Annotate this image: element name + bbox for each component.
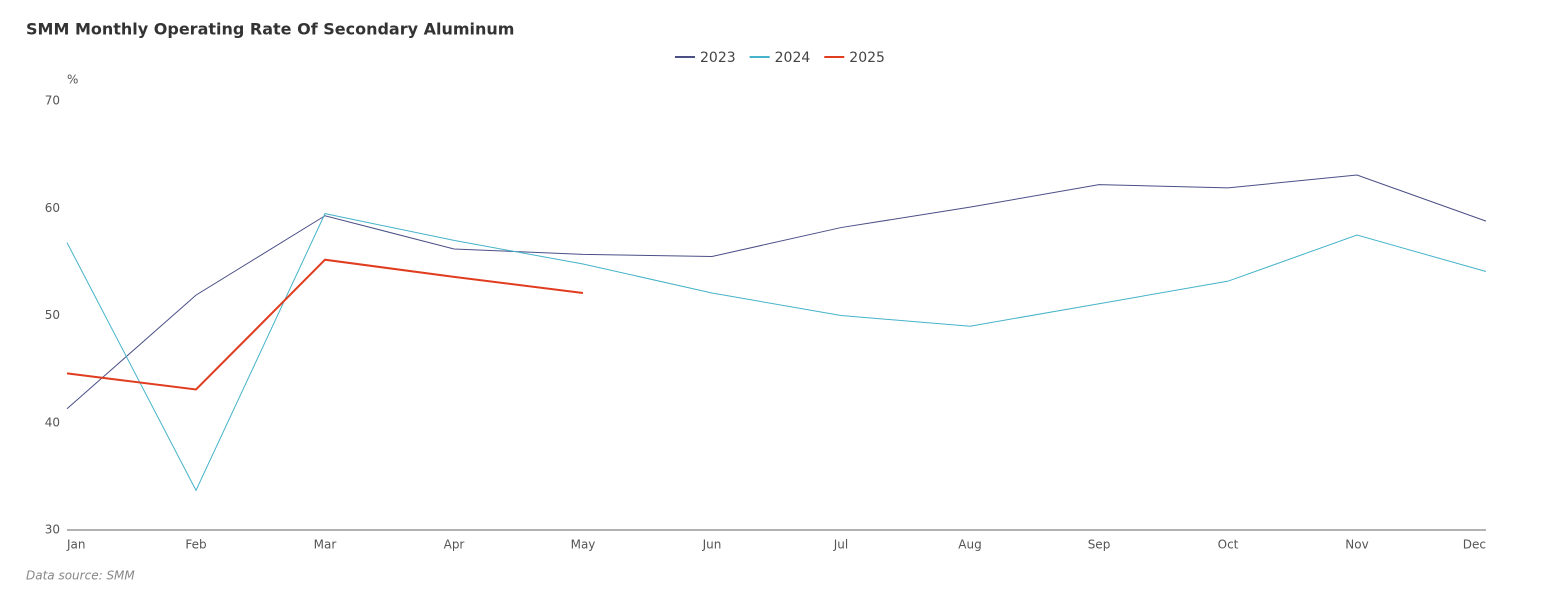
line-series: [66, 258, 584, 391]
x-tick-label: Jun: [702, 538, 722, 552]
x-tick-label: Jan: [66, 538, 86, 552]
y-tick-label: 30: [45, 523, 60, 537]
y-unit: %: [67, 73, 78, 87]
y-tick-label: 50: [45, 308, 60, 322]
data-source: Data source: SMM: [26, 569, 135, 583]
x-tick-label: Nov: [1345, 538, 1368, 552]
line-series: [66, 213, 1487, 492]
x-tick-label: Dec: [1463, 538, 1486, 552]
line-series: [66, 174, 1487, 410]
x-tick-label: Apr: [444, 538, 465, 552]
legend-label: 2024: [775, 50, 811, 66]
x-tick-label: Mar: [314, 538, 337, 552]
x-tick-label: Jul: [833, 538, 848, 552]
chart-title: SMM Monthly Operating Rate Of Secondary …: [26, 20, 514, 39]
legend-label: 2023: [700, 50, 736, 66]
y-tick-label: 60: [45, 201, 60, 215]
x-tick-label: May: [571, 538, 596, 552]
y-tick-label: 70: [45, 94, 60, 108]
legend-label: 2025: [849, 50, 885, 66]
x-tick-label: Oct: [1218, 538, 1239, 552]
y-tick-label: 40: [45, 415, 60, 429]
x-tick-label: Aug: [958, 538, 981, 552]
x-tick-label: Feb: [185, 538, 206, 552]
x-tick-label: Sep: [1088, 538, 1111, 552]
